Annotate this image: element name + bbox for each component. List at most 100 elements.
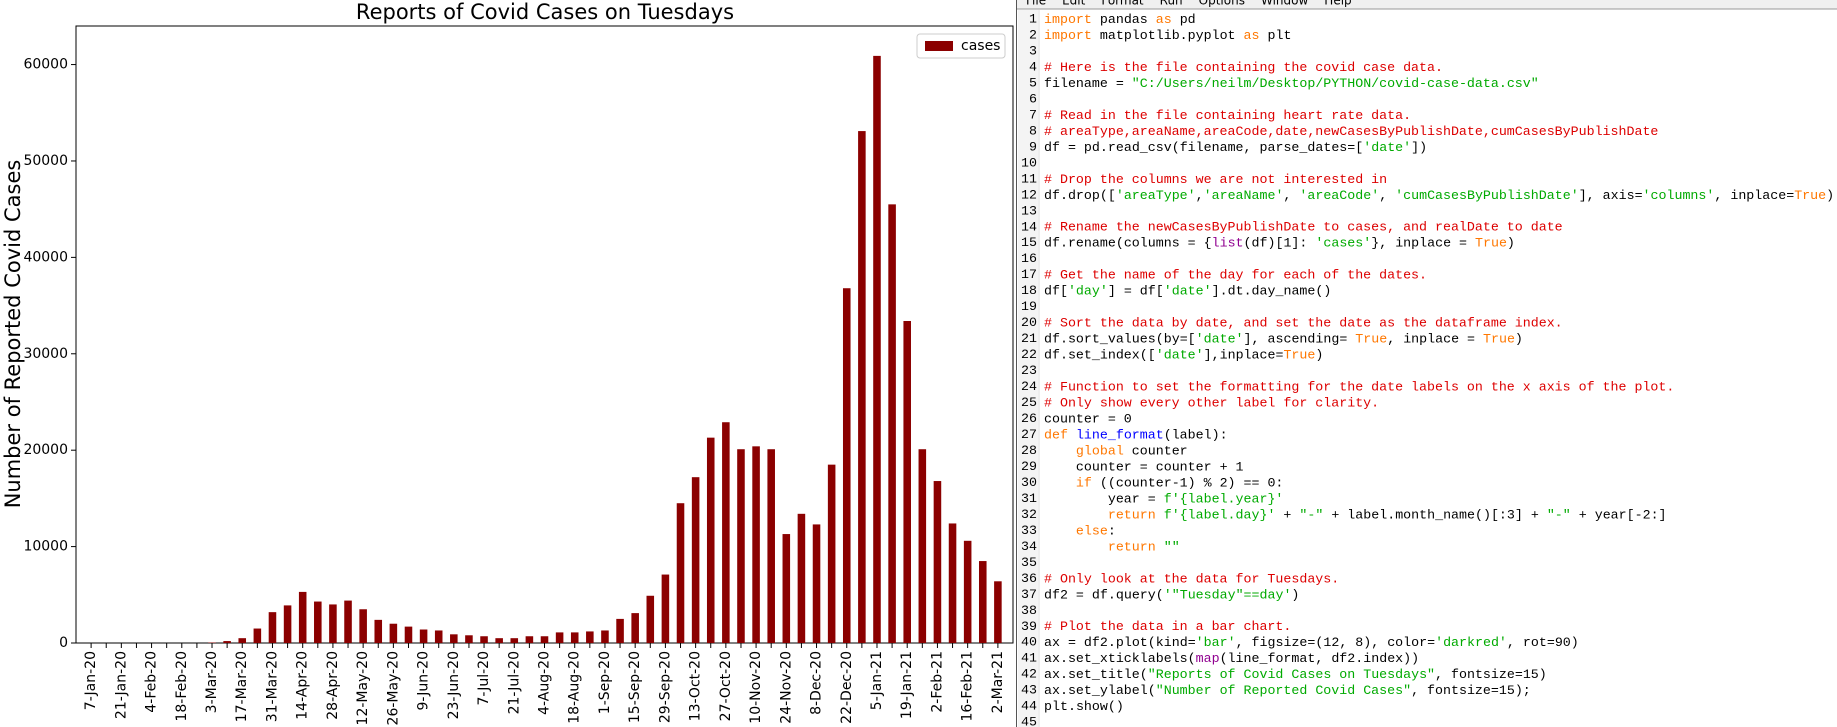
code-token: ( xyxy=(1164,427,1172,442)
menu-item: Format xyxy=(1101,0,1144,8)
bar xyxy=(495,638,503,643)
code-token: = xyxy=(1427,635,1435,650)
code-token: f'{label.year}' xyxy=(1164,491,1284,506)
code-token: pd xyxy=(1084,139,1100,154)
line-number: 6 xyxy=(1029,91,1037,106)
code-token: matplotlib xyxy=(1100,27,1180,42)
line-number: 25 xyxy=(1021,395,1037,410)
code-token: return xyxy=(1108,507,1156,522)
x-tick-label: 4-Aug-20 xyxy=(537,651,553,715)
y-tick-label: 10000 xyxy=(23,539,68,555)
code-token: df xyxy=(1044,347,1060,362)
code-line: ax.set_ylabel("Number of Reported Covid … xyxy=(1044,683,1531,698)
code-token: "-" xyxy=(1547,507,1571,522)
code-token: import xyxy=(1044,27,1092,42)
code-token: =(12, 8), xyxy=(1307,635,1387,650)
code-token: = xyxy=(1140,491,1164,506)
code-token: "C:/Users/neilm/Desktop/PYTHON/covid-cas… xyxy=(1132,75,1539,90)
x-tick-label: 8-Dec-20 xyxy=(809,651,825,715)
code-token: axis xyxy=(1603,187,1635,202)
menu-item: Options xyxy=(1199,0,1245,8)
legend-swatch xyxy=(925,41,953,51)
x-tick-label: 7-Jan-20 xyxy=(83,651,99,710)
code-token: global xyxy=(1076,443,1124,458)
code-token: figsize xyxy=(1252,635,1308,650)
code-token: ( xyxy=(1148,635,1156,650)
code-line: year = f'{label.year}' xyxy=(1044,491,1283,506)
code-token: 'cases' xyxy=(1315,235,1371,250)
line-number: 43 xyxy=(1021,683,1037,698)
bar xyxy=(676,503,685,643)
bar xyxy=(903,321,911,643)
bar xyxy=(767,449,775,643)
code-token: as xyxy=(1156,12,1172,27)
code-line: df.drop(['areaType','areaName', 'areaCod… xyxy=(1044,187,1834,202)
code-line: # Read in the file containing heart rate… xyxy=(1044,107,1411,122)
bar xyxy=(283,605,292,643)
bar xyxy=(812,524,821,643)
code-line: else: xyxy=(1044,523,1116,538)
line-number: 9 xyxy=(1029,139,1037,154)
bar xyxy=(691,477,700,643)
line-number: 2 xyxy=(1029,27,1037,42)
line-number: 30 xyxy=(1021,475,1037,490)
code-line: import pandas as pd xyxy=(1044,12,1196,27)
x-tick-label: 18-Feb-20 xyxy=(174,651,190,722)
code-token: (( xyxy=(1092,475,1116,490)
code-token: =[ xyxy=(1180,331,1196,346)
line-number: 22 xyxy=(1021,347,1037,362)
code-token: pandas xyxy=(1100,12,1148,27)
code-token: =[ xyxy=(1347,139,1363,154)
code-token: = xyxy=(1108,75,1132,90)
code-token: month_name xyxy=(1395,507,1475,522)
menu-item: Help xyxy=(1324,0,1351,8)
bar xyxy=(238,638,247,643)
code-token: , xyxy=(1244,139,1260,154)
code-token: set_title xyxy=(1068,667,1140,682)
y-tick-label: 0 xyxy=(59,635,68,651)
line-number: 34 xyxy=(1021,539,1037,554)
bar xyxy=(480,636,488,643)
code-token: . xyxy=(1355,651,1363,666)
bar xyxy=(525,636,534,643)
bar xyxy=(933,481,942,643)
code-token: = xyxy=(1635,187,1643,202)
code-token: , xyxy=(1411,683,1427,698)
code-token: df xyxy=(1044,283,1060,298)
code-token: ], xyxy=(1244,331,1268,346)
bar xyxy=(601,630,609,643)
code-token: ax xyxy=(1044,683,1060,698)
code-token: "Number of Reported Covid Cases" xyxy=(1156,683,1411,698)
line-number: 32 xyxy=(1021,507,1037,522)
y-tick-label: 50000 xyxy=(23,153,68,169)
code-line: # Function to set the formatting for the… xyxy=(1044,379,1674,394)
code-token: df xyxy=(1044,139,1060,154)
code-line: ax = df2.plot(kind='bar', figsize=(12, 8… xyxy=(1044,635,1579,650)
code-token: )[1]: xyxy=(1267,235,1315,250)
bar xyxy=(797,513,806,643)
code-token: line_format xyxy=(1076,427,1164,442)
code-token: plt xyxy=(1044,699,1068,714)
code-token: ( xyxy=(1156,587,1164,602)
menu-item: Run xyxy=(1160,0,1183,8)
line-number: 26 xyxy=(1021,411,1037,426)
code-line: filename = "C:/Users/neilm/Desktop/PYTHO… xyxy=(1044,75,1539,90)
code-line: return f'{label.day}' + "-" + label.mont… xyxy=(1044,507,1667,522)
code-token: df2 xyxy=(1331,651,1355,666)
code-token: ( xyxy=(1116,235,1124,250)
code-line: def line_format(label): xyxy=(1044,427,1228,442)
code-token xyxy=(1044,459,1076,474)
window-divider xyxy=(1016,0,1017,727)
code-token: = { xyxy=(1180,235,1212,250)
code-token: =90) xyxy=(1547,635,1579,650)
bar xyxy=(344,600,352,643)
code-token: # areaType,areaName,areaCode,date,newCas… xyxy=(1044,123,1658,138)
x-tick-label: 14-Apr-20 xyxy=(295,651,311,720)
line-number: 5 xyxy=(1029,75,1037,90)
code-token: . xyxy=(1060,331,1068,346)
code-token: df xyxy=(1252,235,1268,250)
code-token: , xyxy=(1714,187,1730,202)
line-number: 35 xyxy=(1021,555,1037,570)
code-token: df xyxy=(1140,283,1156,298)
code-token: ascending xyxy=(1268,331,1340,346)
